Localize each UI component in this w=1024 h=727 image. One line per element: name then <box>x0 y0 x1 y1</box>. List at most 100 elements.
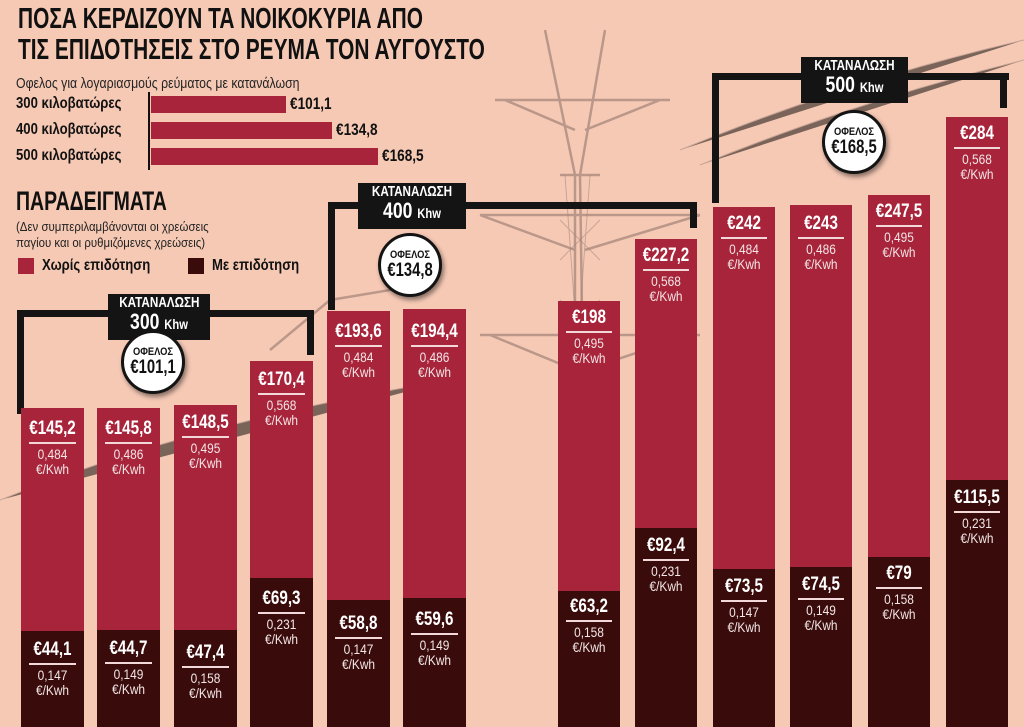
benefit-bar <box>151 96 286 113</box>
bar-column-3: €148,5 0,495 €/Kwh €47,4 0,158 €/Kwh <box>174 405 237 727</box>
examples-note: (Δεν συμπεριλαμβάνονται οι χρεώσεις παγί… <box>16 219 209 251</box>
bar-with-subsidy <box>558 591 620 727</box>
bar-column-6: €194,4 0,486 €/Kwh €59,6 0,149 €/Kwh <box>403 309 466 727</box>
bar-column-4: €170,4 0,568 €/Kwh €69,3 0,231 €/Kwh <box>250 361 313 727</box>
benefit-badge-500: ΟΦΕΛΟΣ €168,5 <box>822 110 886 174</box>
with-subsidy-label: €73,5 0,147 €/Kwh <box>713 576 775 635</box>
benefit-value: €101,1 <box>290 94 332 113</box>
bar-without-subsidy <box>403 309 466 598</box>
without-subsidy-label: €227,2 0,568 €/Kwh <box>642 245 690 304</box>
chart-title-line1: ΠΟΣΑ ΚΕΡΔΙΖΟΥΝ ΤΑ ΝΟΙΚΟΚΥΡΙΑ ΑΠΟ <box>18 3 423 35</box>
bar-with-subsidy <box>327 600 390 727</box>
with-subsidy-label: €115,5 0,231 €/Kwh <box>954 487 1000 546</box>
without-subsidy-label: €198 0,495 €/Kwh <box>558 307 620 366</box>
bar-column-2: €145,8 0,486 €/Kwh €44,7 0,149 €/Kwh <box>97 408 160 727</box>
without-subsidy-label: €242 0,484 €/Kwh <box>713 213 775 272</box>
with-subsidy-label: €92,4 0,231 €/Kwh <box>635 535 697 594</box>
legend-item-with-subsidy: Με επιδότηση <box>188 257 318 274</box>
benefit-badge-value: €101,1 <box>130 357 176 378</box>
bar-without-subsidy <box>946 117 1008 480</box>
group-bracket-400-right <box>690 202 697 228</box>
bar-column-8: €227,2 0,568 €/Kwh €92,4 0,231 €/Kwh <box>635 239 697 727</box>
without-subsidy-label: €170,4 0,568 €/Kwh <box>258 369 305 428</box>
bar-with-subsidy <box>97 630 160 727</box>
benefit-badge-value: €168,5 <box>831 137 877 158</box>
bar-column-1: €145,2 0,484 €/Kwh €44,1 0,147 €/Kwh <box>21 408 84 727</box>
with-subsidy-label: €63,2 0,158 €/Kwh <box>558 596 620 655</box>
examples-title: ΠΑΡΑΔΕΙΓΜΑΤΑ <box>16 186 167 216</box>
bar-without-subsidy <box>174 405 237 630</box>
without-subsidy-label: €145,8 0,486 €/Kwh <box>105 418 152 477</box>
benefit-badge-label: ΟΦΕΛΟΣ <box>389 249 431 261</box>
group-label-500: ΚΑΤΑΝΑΛΩΣΗ 500 Khw <box>801 57 908 103</box>
consumption-kwh: 400 <box>383 198 413 223</box>
with-subsidy-label: €59,6 0,149 €/Kwh <box>403 609 466 668</box>
benefit-badge-label: ΟΦΕΛΟΣ <box>833 126 875 138</box>
legend-swatch-icon <box>188 258 204 274</box>
with-subsidy-label: €47,4 0,158 €/Kwh <box>174 642 237 701</box>
with-subsidy-label: €44,7 0,149 €/Kwh <box>97 638 160 697</box>
with-subsidy-label: €69,3 0,231 €/Kwh <box>250 588 313 647</box>
benefit-row-label: 400 κιλοβατώρες <box>16 121 122 138</box>
bar-without-subsidy <box>790 205 852 567</box>
legend-swatch-icon <box>18 258 34 274</box>
benefit-badge-400: ΟΦΕΛΟΣ €134,8 <box>378 233 442 297</box>
benefit-axis <box>148 92 150 170</box>
without-subsidy-label: €194,4 0,486 €/Kwh <box>411 321 458 380</box>
with-subsidy-label: €58,8 0,147 €/Kwh <box>327 613 390 672</box>
bar-column-5: €193,6 0,484 €/Kwh €58,8 0,147 €/Kwh <box>327 311 390 727</box>
bar-with-subsidy <box>174 630 237 727</box>
bar-without-subsidy <box>250 361 313 578</box>
consumption-label: ΚΑΤΑΝΑΛΩΣΗ <box>119 294 200 311</box>
benefit-subtitle: Οφελος για λογαριασμούς ρεύματος με κατα… <box>16 75 300 92</box>
consumption-kwh: 500 <box>825 72 855 97</box>
consumption-label: ΚΑΤΑΝΑΛΩΣΗ <box>371 183 453 200</box>
group-bracket-500-right <box>1000 73 1007 108</box>
without-subsidy-label: €193,6 0,484 €/Kwh <box>335 321 382 380</box>
legend-label: Χωρίς επιδότηση <box>42 257 151 274</box>
bar-without-subsidy <box>635 239 697 528</box>
without-subsidy-label: €145,2 0,484 €/Kwh <box>29 418 76 477</box>
chart-title: ΠΟΣΑ ΚΕΡΔΙΖΟΥΝ ΤΑ ΝΟΙΚΟΚΥΡΙΑ ΑΠΟ ΤΙΣ ΕΠΙ… <box>18 4 485 66</box>
bar-with-subsidy <box>250 578 313 727</box>
with-subsidy-label: €44,1 0,147 €/Kwh <box>21 639 84 698</box>
without-subsidy-label: €284 0,568 €/Kwh <box>946 123 1008 182</box>
benefit-bar <box>151 148 378 165</box>
consumption-unit: Khw <box>164 316 188 332</box>
consumption-unit: Khw <box>859 79 884 95</box>
bar-without-subsidy <box>713 207 775 569</box>
examples-note-line2: παγίου και οι ρυθμιζόμενες χρεώσεις) <box>16 235 206 250</box>
without-subsidy-label: €247,5 0,495 €/Kwh <box>875 201 923 260</box>
legend-item-without-subsidy: Χωρίς επιδότηση <box>18 257 174 274</box>
with-subsidy-label: €74,5 0,149 €/Kwh <box>790 574 852 633</box>
bar-column-12: €284 0,568 €/Kwh €115,5 0,231 €/Kwh <box>946 117 1008 727</box>
bar-without-subsidy <box>558 301 620 591</box>
group-label-400: ΚΑΤΑΝΑΛΩΣΗ 400 Khw <box>358 183 466 229</box>
without-subsidy-label: €243 0,486 €/Kwh <box>790 213 852 272</box>
benefit-badge-300: ΟΦΕΛΟΣ €101,1 <box>121 330 185 394</box>
bar-without-subsidy <box>327 311 390 600</box>
with-subsidy-label: €79 0,158 €/Kwh <box>868 563 930 622</box>
bar-with-subsidy <box>946 480 1008 727</box>
consumption-label: ΚΑΤΑΝΑΛΩΣΗ <box>814 57 895 74</box>
examples-note-line1: (Δεν συμπεριλαμβάνονται οι χρεώσεις <box>16 219 209 234</box>
bar-without-subsidy <box>868 195 930 557</box>
bar-without-subsidy <box>21 408 84 631</box>
benefit-row-label: 300 κιλοβατώρες <box>16 95 122 112</box>
bar-with-subsidy <box>790 567 852 727</box>
bar-with-subsidy <box>868 557 930 727</box>
bar-with-subsidy <box>21 631 84 727</box>
consumption-kwh: 300 <box>130 309 160 334</box>
benefit-row-label: 500 κιλοβατώρες <box>16 147 122 164</box>
benefit-badge-label: ΟΦΕΛΟΣ <box>132 346 174 358</box>
bar-column-11: €247,5 0,495 €/Kwh €79 0,158 €/Kwh <box>868 195 930 727</box>
legend-label: Με επιδότηση <box>212 257 300 274</box>
consumption-unit: Khw <box>417 205 441 221</box>
bar-column-7: €198 0,495 €/Kwh €63,2 0,158 €/Kwh <box>558 301 620 727</box>
bar-without-subsidy <box>97 408 160 630</box>
group-bracket-400 <box>328 202 697 310</box>
benefit-value: €134,8 <box>336 120 378 139</box>
chart-title-line2: ΤΙΣ ΕΠΙΔΟΤΗΣΕΙΣ ΣΤΟ ΡΕΥΜΑ ΤΟΝ ΑΥΓΟΥΣΤΟ <box>18 34 485 66</box>
bar-with-subsidy <box>635 528 697 727</box>
bar-with-subsidy <box>713 569 775 727</box>
